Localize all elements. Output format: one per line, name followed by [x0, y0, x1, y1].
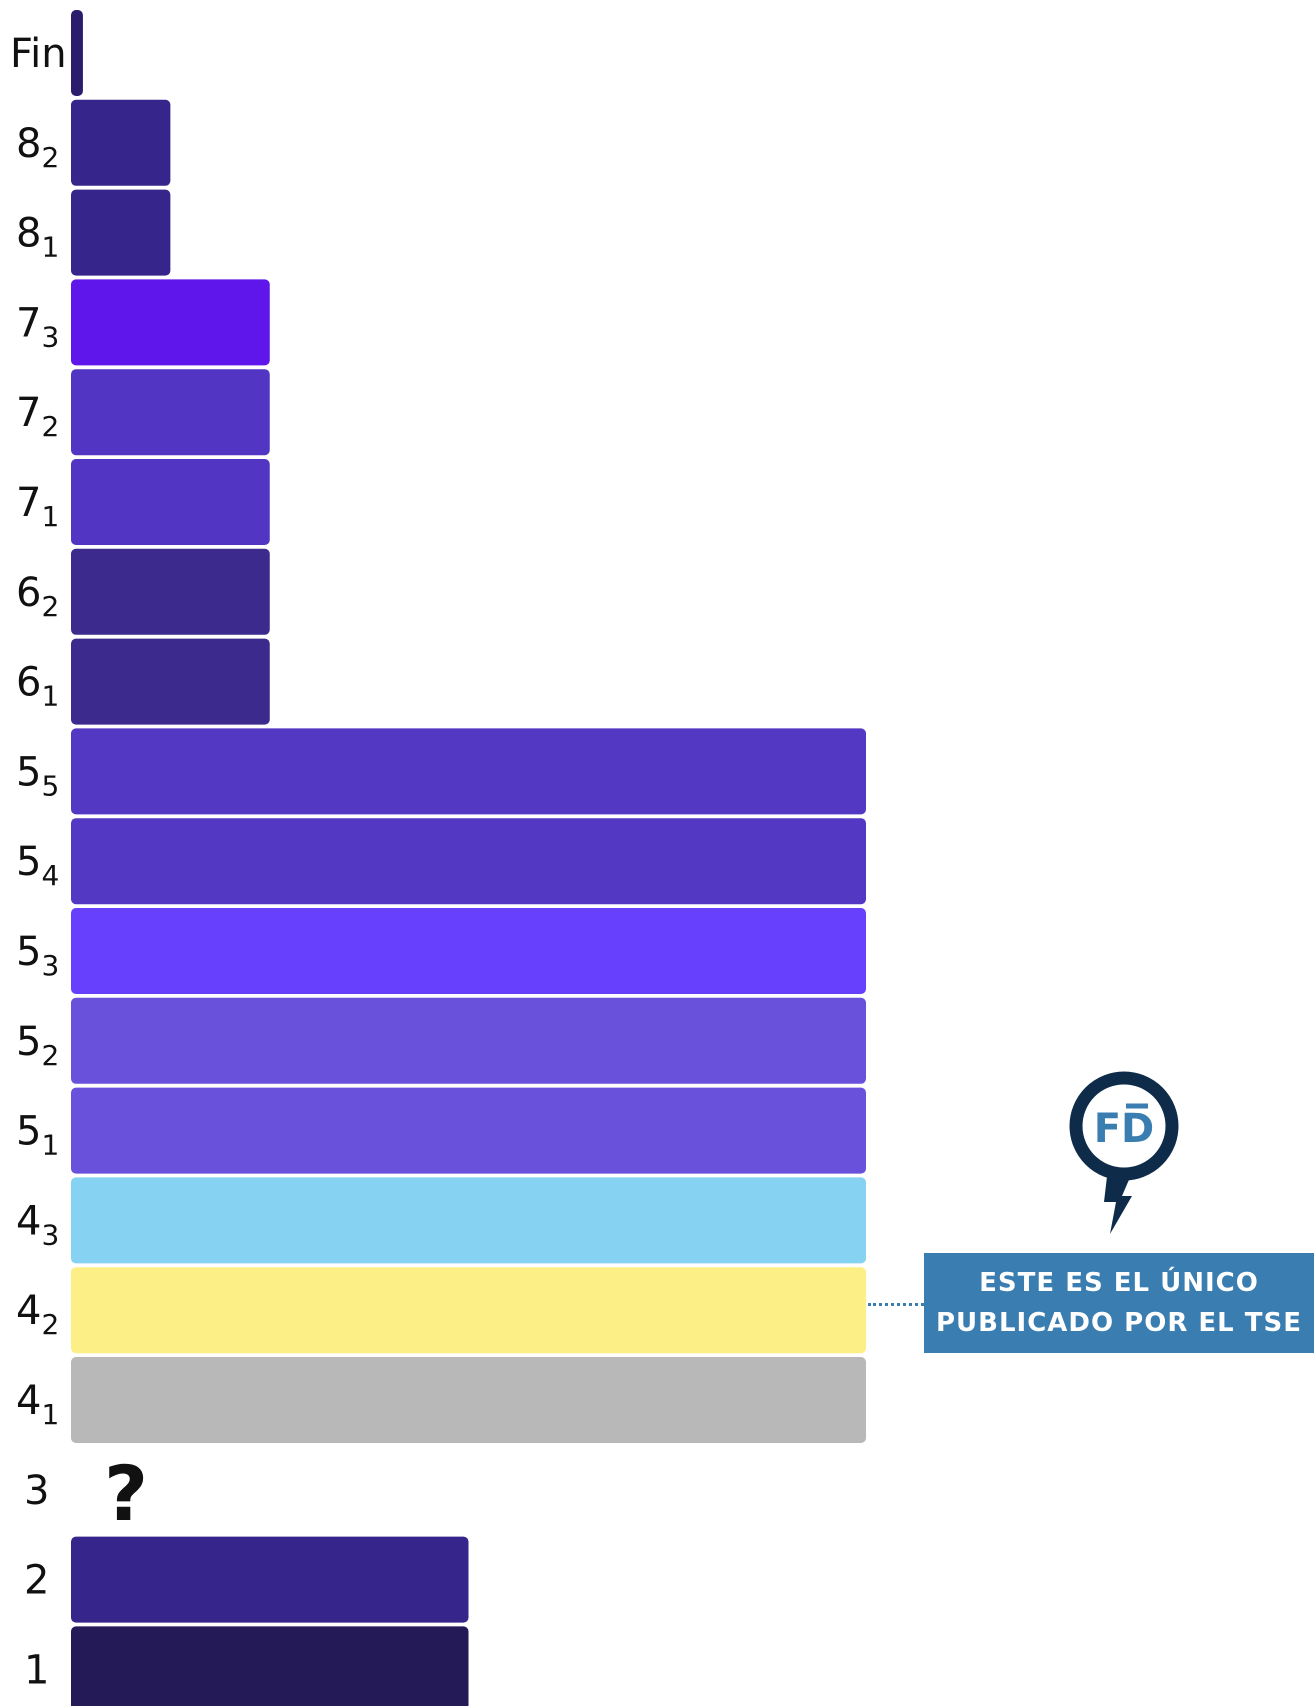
bar-6-1: [71, 638, 270, 725]
category-label-7-2: 72: [16, 390, 59, 443]
fd-logo-pin-icon: FD: [1069, 1071, 1179, 1234]
bar-7-1: [71, 459, 270, 545]
category-label-3: 3: [24, 1468, 49, 1514]
bar-4-3: [71, 1177, 866, 1264]
category-label-6-2: 62: [16, 570, 59, 623]
bar-8-2: [71, 99, 171, 186]
category-label-5-1: 51: [16, 1109, 59, 1162]
callout-line-1: ESTE ES EL ÚNICO: [979, 1268, 1259, 1298]
bar-7-2: [71, 369, 270, 456]
bar-5-4: [71, 818, 866, 905]
bar-8-1: [71, 189, 171, 276]
category-label-7-3: 73: [16, 300, 59, 353]
unknown-value-marker: ?: [104, 1449, 148, 1538]
bar-6-2: [71, 548, 270, 635]
category-labels: Fin 82 81 73 72 71 62 61 55 54 53 52 51 43 42 41 3 ? 2 1: [10, 31, 148, 1693]
bar-fin: [71, 10, 83, 96]
bar-5-3: [71, 908, 866, 994]
category-label-fin: Fin: [10, 31, 67, 77]
category-label-5-5: 55: [16, 749, 59, 802]
category-label-4-1: 41: [16, 1378, 59, 1431]
callout-line-2: PUBLICADO POR EL TSE: [936, 1308, 1302, 1338]
category-label-8-2: 82: [16, 121, 59, 174]
lightning-bolt-icon: [1104, 1168, 1134, 1234]
bar-5-1: [71, 1087, 866, 1174]
category-label-7-1: 71: [16, 480, 59, 533]
callout-box: ESTE ES EL ÚNICO PUBLICADO POR EL TSE: [924, 1253, 1314, 1353]
bar-1: [71, 1626, 469, 1706]
callout-connector-line: [868, 1303, 924, 1306]
bars-group: [71, 10, 866, 1706]
bar-5-5: [71, 728, 866, 815]
category-label-2: 2: [24, 1558, 49, 1604]
category-label-8-1: 81: [16, 211, 59, 264]
category-label-4-2: 42: [16, 1288, 59, 1341]
bar-5-2: [71, 997, 866, 1084]
category-label-5-2: 52: [16, 1019, 59, 1072]
bar-4-2: [71, 1267, 866, 1354]
category-label-4-3: 43: [16, 1198, 59, 1251]
bar-4-1: [71, 1357, 866, 1443]
bar-7-3: [71, 279, 270, 366]
logo-text: FD: [1094, 1106, 1155, 1152]
category-label-1: 1: [24, 1647, 49, 1693]
category-label-5-3: 53: [16, 929, 59, 982]
bar-2: [71, 1536, 469, 1623]
category-label-6-1: 61: [16, 660, 59, 713]
category-label-5-4: 54: [16, 839, 59, 892]
